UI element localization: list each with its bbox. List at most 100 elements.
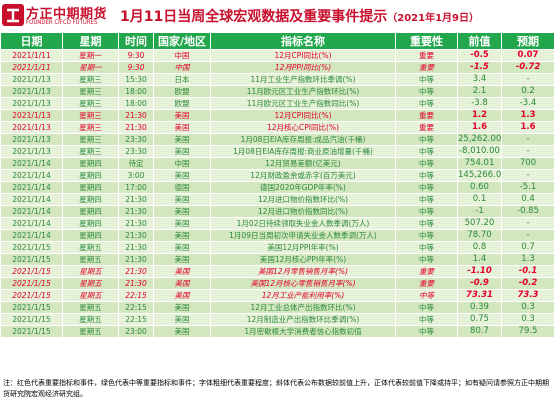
table-row: 2021/1/14 星期四 3:00 美国 12月财政盈余或赤字(百万美元) 中等 145,…: [0, 169, 554, 182]
cell-region: 美国: [153, 241, 211, 254]
cell-indicator: 12月CPI同比(%): [210, 109, 396, 122]
cell-time: 17:00: [118, 181, 154, 194]
cell-weekday: 星期三: [62, 85, 119, 98]
cell-weekday: 星期四: [62, 193, 119, 206]
cell-previous: 507.20: [457, 217, 502, 230]
cell-weekday: 星期五: [62, 325, 119, 338]
cell-weekday: 星期五: [62, 289, 119, 302]
cell-region: 美国: [153, 289, 211, 302]
cell-importance: 重要: [395, 49, 458, 62]
cell-weekday: 星期三: [62, 145, 119, 158]
cell-date: 2021/1/13: [0, 133, 63, 146]
table-body: 2021/1/11 星期一 9:30 中国 12月CPI同比(%) 重要 -0.5 0.07 2…: [0, 49, 554, 338]
logo-text-en: FOUNDER CIFCO FUTURES: [26, 19, 98, 26]
cell-weekday: 星期四: [62, 217, 119, 230]
cell-time: 18:00: [118, 97, 154, 110]
cell-indicator: 11月欧元区工业生产指数同比(%): [210, 97, 396, 110]
cell-forecast: -0.85: [501, 205, 554, 218]
cell-forecast: 1.6: [501, 121, 554, 134]
cell-previous: 25,262.00: [457, 133, 502, 146]
cell-indicator: 12月PPI同比(%): [210, 61, 396, 74]
cell-importance: 中等: [395, 313, 458, 326]
cell-previous: -0.5: [457, 49, 502, 62]
cell-date: 2021/1/14: [0, 157, 63, 170]
cell-time: 21:30: [118, 217, 154, 230]
cell-region: 美国: [153, 277, 211, 290]
cell-time: 23:30: [118, 145, 154, 158]
cell-forecast: 0.4: [501, 193, 554, 206]
cell-indicator: 美国12月核心零售销售月率(%): [210, 277, 396, 290]
cell-date: 2021/1/15: [0, 241, 63, 254]
table-row: 2021/1/15 星期五 21:30 美国 美国12月核心PPI年率(%) 中等 1.4 1…: [0, 253, 554, 266]
cell-weekday: 星期五: [62, 241, 119, 254]
cell-importance: 中等: [395, 301, 458, 314]
cell-date: 2021/1/13: [0, 109, 63, 122]
cell-weekday: 星期四: [62, 169, 119, 182]
cell-importance: 重要: [395, 277, 458, 290]
cell-importance: 中等: [395, 133, 458, 146]
table-row: 2021/1/14 星期四 17:00 德国 德国2020年GDP年率(%) 中等 0.60…: [0, 181, 554, 194]
cell-region: 美国: [153, 217, 211, 230]
cell-date: 2021/1/15: [0, 253, 63, 266]
cell-indicator: 德国2020年GDP年率(%): [210, 181, 396, 194]
cell-date: 2021/1/15: [0, 313, 63, 326]
cell-date: 2021/1/14: [0, 205, 63, 218]
cell-date: 2021/1/13: [0, 73, 63, 86]
cell-region: 美国: [153, 205, 211, 218]
cell-forecast: 73.3: [501, 289, 554, 302]
cell-importance: 重要: [395, 61, 458, 74]
cell-previous: -1: [457, 205, 502, 218]
cell-forecast: -0.72: [501, 61, 554, 74]
cell-weekday: 星期三: [62, 109, 119, 122]
cell-date: 2021/1/14: [0, 229, 63, 242]
cell-date: 2021/1/13: [0, 85, 63, 98]
cell-importance: 中等: [395, 193, 458, 206]
cell-date: 2021/1/15: [0, 325, 63, 338]
cell-previous: 1.4: [457, 253, 502, 266]
cell-date: 2021/1/13: [0, 121, 63, 134]
cell-forecast: -: [501, 73, 554, 86]
cell-weekday: 星期五: [62, 313, 119, 326]
cell-indicator: 12月工业总体产出指数环比(%): [210, 301, 396, 314]
cell-weekday: 星期三: [62, 133, 119, 146]
cell-forecast: -: [501, 169, 554, 182]
macro-calendar-table: 日期 星期 时间 国家/地区 指标名称 重要性 前值 预期 2021/1/11 星…: [0, 32, 554, 338]
cell-time: 22:15: [118, 313, 154, 326]
cell-forecast: -0.1: [501, 265, 554, 278]
cell-region: 美国: [153, 145, 211, 158]
cell-importance: 中等: [395, 325, 458, 338]
cell-time: 23:30: [118, 133, 154, 146]
column-header-importance: 重要性: [395, 32, 458, 50]
column-header-previous: 前值: [457, 32, 502, 50]
page-title-text: 1月11日当周全球宏观数据及重要事件提示: [120, 9, 388, 25]
cell-region: 美国: [153, 325, 211, 338]
cell-time: 21:30: [118, 277, 154, 290]
cell-weekday: 星期三: [62, 73, 119, 86]
cell-previous: -0.9: [457, 277, 502, 290]
cell-previous: 754.01: [457, 157, 502, 170]
cell-forecast: -0.2: [501, 277, 554, 290]
cell-date: 2021/1/11: [0, 61, 63, 74]
cell-forecast: 1.3: [501, 109, 554, 122]
cell-region: 欧盟: [153, 97, 211, 110]
cell-region: 德国: [153, 181, 211, 194]
cell-previous: 0.39: [457, 301, 502, 314]
table-row: 2021/1/14 星期四 21:30 美国 1月02日持续领取失业金人数季调(万人) 中…: [0, 217, 554, 230]
cell-time: 23:00: [118, 325, 154, 338]
cell-date: 2021/1/11: [0, 49, 63, 62]
cell-forecast: -: [501, 229, 554, 242]
table-row: 2021/1/14 星期四 21:30 美国 12月进口物价指数同比(%) 中等 -1 -0.…: [0, 205, 554, 218]
cell-region: 美国: [153, 169, 211, 182]
cell-weekday: 星期五: [62, 265, 119, 278]
cell-importance: 重要: [395, 121, 458, 134]
cell-previous: 0.1: [457, 193, 502, 206]
cell-indicator: 1月密歇根大学消费者信心指数初值: [210, 325, 396, 338]
cell-importance: 重要: [395, 109, 458, 122]
table-row: 2021/1/14 星期四 21:30 美国 12月进口物价指数环比(%) 中等 0.1 0.…: [0, 193, 554, 206]
column-header-weekday: 星期: [62, 32, 119, 50]
cell-region: 美国: [153, 253, 211, 266]
cell-previous: -3.8: [457, 97, 502, 110]
cell-date: 2021/1/15: [0, 289, 63, 302]
cell-forecast: -5.1: [501, 181, 554, 194]
cell-indicator: 12月进口物价指数环比(%): [210, 193, 396, 206]
